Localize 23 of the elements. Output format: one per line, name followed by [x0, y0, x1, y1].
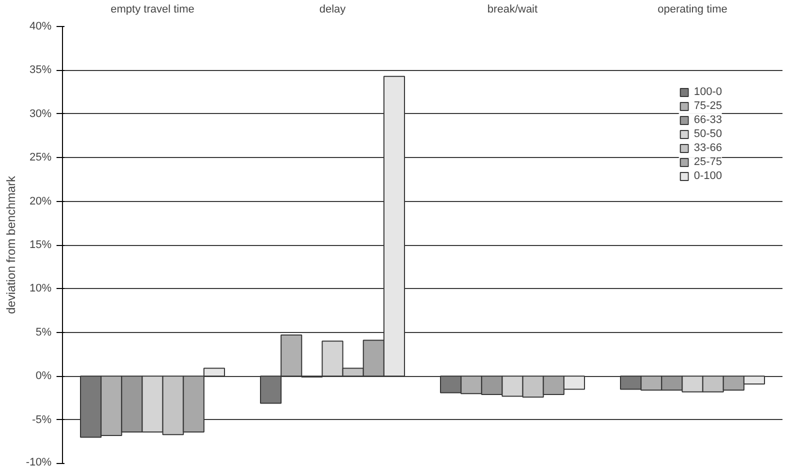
legend-label: 75-25	[694, 100, 722, 112]
legend-label: 33-66	[694, 142, 722, 154]
y-tick-label: -5%	[32, 414, 52, 426]
y-tick-label: 10%	[29, 282, 52, 295]
y-tick-label: 0%	[36, 370, 52, 382]
y-tick-label: 30%	[29, 108, 52, 120]
y-tick-label: 20%	[29, 195, 52, 208]
legend-label: 66-33	[694, 114, 722, 126]
x-tick-label: operating time	[658, 4, 728, 16]
x-tick-label: delay	[319, 4, 346, 16]
y-tick-label: -10%	[26, 456, 52, 468]
y-tick-label: 40%	[29, 20, 52, 32]
legend-label: 100-0	[694, 86, 722, 98]
y-tick-label: 35%	[29, 64, 52, 76]
y-axis-title: deviation from benchmark	[4, 174, 18, 314]
x-tick-label: empty travel time	[110, 4, 194, 16]
x-tick-label: break/wait	[487, 4, 538, 16]
legend-label: 50-50	[694, 128, 722, 140]
y-tick-label: 15%	[29, 239, 52, 251]
y-tick-label: 25%	[29, 152, 52, 164]
legend-label: 0-100	[694, 170, 722, 182]
y-tick-label: 5%	[36, 326, 52, 338]
legend-label: 25-75	[694, 156, 722, 168]
